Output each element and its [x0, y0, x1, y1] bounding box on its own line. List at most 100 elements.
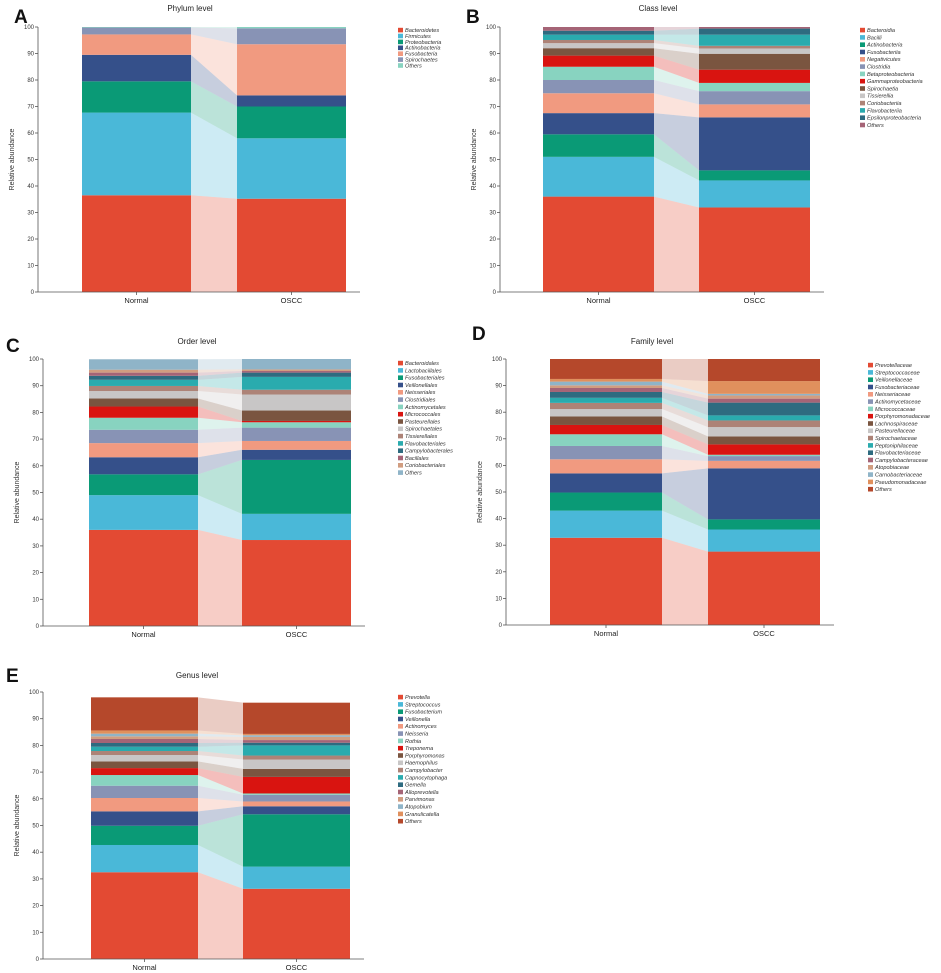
connector-band-porphyromonadaceae — [662, 424, 708, 455]
bar-segment-oscc-micrococcaceae — [708, 454, 820, 457]
legend-swatch-campylobacter — [398, 767, 403, 773]
connector-band-spirochaetia — [654, 48, 699, 70]
connector-band-proteobacteria — [191, 81, 237, 139]
y-tick-label: 60 — [489, 131, 496, 137]
connector-band-bacteroidales — [198, 529, 242, 626]
legend-swatch-others — [860, 122, 865, 128]
bar-segment-normal-bacteroidales — [89, 529, 198, 626]
y-tick-label: 60 — [32, 464, 39, 470]
connector-band-actinomycetales — [198, 417, 242, 430]
bar-segment-oscc-spirochaetaceae — [708, 420, 820, 428]
legend-swatch-granulicatella — [398, 811, 403, 817]
legend-label-gammaproteobacteria: Gammaproteobacteria — [867, 79, 923, 85]
y-tick-label: 100 — [29, 357, 40, 363]
legend-swatch-veillonellaceae — [868, 377, 873, 382]
y-tick-label: 30 — [489, 211, 496, 217]
legend-label-campylobacter: Campylobacter — [405, 768, 444, 774]
panel-letter: E — [6, 666, 19, 687]
bar-segment-oscc-streptococcaceae — [708, 529, 820, 552]
legend-swatch-prevotella — [398, 694, 403, 700]
legend-swatch-capnocytophaga — [398, 775, 403, 780]
bar-segment-normal-tissierellales — [89, 385, 198, 392]
legend-swatch-pasteurellales — [398, 419, 403, 424]
bar-segment-oscc-flavobacteriia — [699, 34, 810, 46]
legend-swatch-actinomyces — [398, 724, 403, 729]
bar-segment-oscc-actinobacteria — [699, 170, 810, 181]
connector-band-pasteurellales — [198, 398, 242, 421]
bar-segment-oscc-lactobacillales — [242, 513, 351, 541]
legend-swatch-flavobacteriaceae — [868, 450, 873, 455]
bar-segment-normal-actinobacteria — [82, 54, 191, 82]
bar-segment-oscc-others — [699, 27, 810, 29]
panel-letter: D — [472, 324, 486, 345]
bar-segment-normal-veillonellaceae — [550, 492, 662, 511]
bar-segment-normal-neisseria — [91, 785, 198, 798]
connector-band-porphyromonas — [198, 761, 243, 777]
legend-label-haemophilus: Haemophilus — [405, 761, 438, 767]
connector-band-neisseriales — [198, 440, 242, 458]
legend-swatch-proteobacteria — [398, 39, 403, 45]
bar-segment-normal-capnocytophaga — [91, 746, 198, 752]
y-tick-label: 40 — [27, 184, 34, 190]
y-tick-label: 60 — [32, 797, 39, 803]
connector-band-prevotellaceae — [662, 537, 708, 625]
bar-segment-oscc-clostridiales — [242, 427, 351, 441]
legend-swatch-coriobacteriia — [860, 100, 865, 106]
y-axis-title: Relative abundance — [471, 128, 478, 190]
chart-title: Order level — [177, 337, 216, 346]
y-axis-title: Relative abundance — [14, 794, 21, 856]
connector-band-others — [198, 697, 243, 734]
bar-segment-normal-granulicatella — [91, 730, 198, 734]
legend-label-pasteurellales: Pasteurellales — [405, 419, 440, 425]
legend-label-lactobacillales: Lactobacillales — [405, 368, 442, 374]
legend-swatch-streptococcus — [398, 702, 403, 707]
y-tick-label: 20 — [32, 571, 39, 577]
legend-label-parvimonas: Parvimonas — [405, 797, 435, 803]
legend-label-proteobacteria: Proteobacteria — [405, 40, 441, 46]
connector-band-atopobium — [198, 733, 243, 737]
legend-swatch-lactobacillales — [398, 368, 403, 373]
bar-segment-normal-coriobacteriales — [89, 369, 198, 373]
legend-label-porphyromonadaceae: Porphyromonadaceae — [875, 414, 930, 420]
bar-segment-normal-bacilli — [543, 156, 654, 197]
bar-segment-oscc-rothia — [243, 793, 350, 795]
y-tick-label: 70 — [27, 105, 34, 111]
legend-label-spirochaetes: Spirochaetes — [405, 58, 438, 64]
x-category-label-oscc: OSCC — [286, 630, 308, 639]
legend-label-streptococcus: Streptococcus — [405, 702, 441, 708]
connector-band-prevotella — [198, 872, 243, 959]
y-tick-label: 40 — [495, 517, 502, 523]
bar-segment-oscc-neisseriales — [242, 440, 351, 450]
bar-segment-normal-proteobacteria — [82, 81, 191, 113]
legend-label-atopobiaceae: Atopobiaceae — [874, 465, 909, 471]
legend-swatch-bacteroidales — [398, 360, 403, 366]
connector-band-clostridia — [654, 80, 699, 105]
connector-band-neisseria — [198, 785, 243, 802]
legend-label-alloprevotella: Alloprevotella — [404, 790, 439, 796]
bar-segment-normal-neisseriaceae — [550, 459, 662, 474]
legend-label-treponema: Treponema — [405, 746, 433, 752]
connector-band-campylobacteraceae — [662, 387, 708, 403]
bar-segment-oscc-campylobacteraceae — [708, 398, 820, 403]
bar-segment-normal-atopobium — [91, 733, 198, 737]
legend-swatch-neisseria — [398, 731, 403, 736]
connector-band-campylobacter — [198, 751, 243, 760]
y-tick-label: 100 — [24, 25, 35, 31]
legend-swatch-actinobacteria — [860, 42, 865, 47]
connector-band-granulicatella — [198, 730, 243, 736]
legend-swatch-micrococcaceae — [868, 406, 873, 412]
chart-panel-b: B Class level 0 10 20 30 40 50 60 70 80 90 100 Normal… — [466, 4, 923, 305]
bar-segment-oscc-actinomyces — [243, 801, 350, 807]
bar-segment-oscc-fusobacteriia — [699, 117, 810, 171]
legend-swatch-haemophilus — [398, 760, 403, 766]
bar-segment-normal-campylobacter — [91, 751, 198, 756]
connector-band-veillonella — [198, 806, 243, 826]
connector-band-bacteroidia — [654, 196, 699, 292]
legend-swatch-others — [398, 470, 403, 475]
y-tick-label: 70 — [495, 437, 502, 443]
legend-swatch-bacteroidetes — [398, 27, 403, 33]
bar-segment-normal-actinobacteria — [543, 134, 654, 157]
bar-segment-normal-fusobacterium — [91, 825, 198, 845]
legend-swatch-betaproteobacteria — [860, 71, 865, 77]
y-tick-label: 80 — [489, 78, 496, 84]
